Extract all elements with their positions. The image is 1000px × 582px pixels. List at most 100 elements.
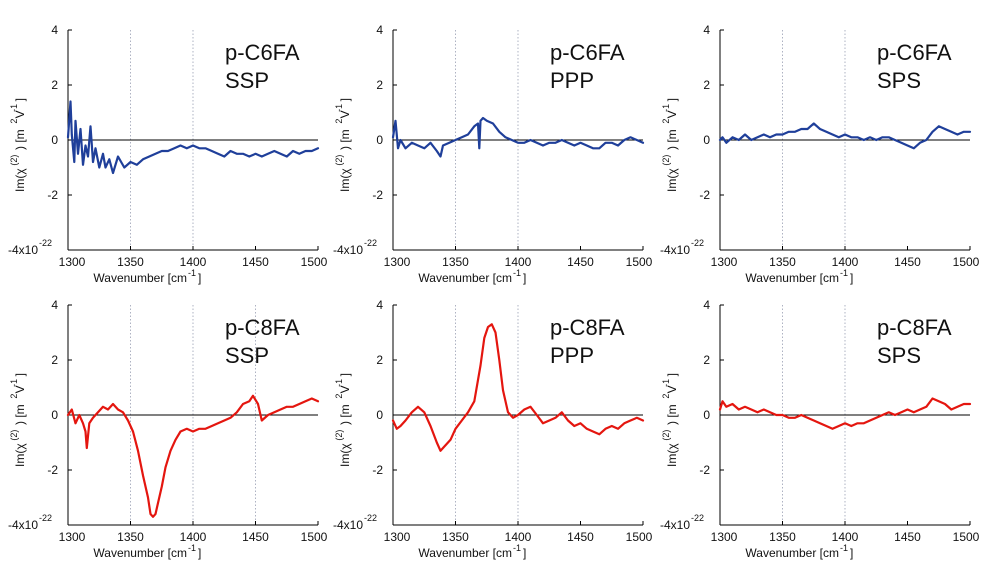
y-axis-label-unit-end: ] [665, 373, 679, 376]
y-axis-label-unit-v: V [13, 110, 27, 118]
y-axis-label: Im(χ (2)) [m 2V-1] [334, 373, 352, 467]
series-line [66, 394, 320, 518]
y-axis-label: Im(χ (2)) [m 2V-1] [661, 373, 679, 467]
series-line [718, 122, 972, 150]
y-tick-label: 0 [703, 133, 710, 147]
chart-panel-1: 1300 1350 1400 1450 1500 4 2 0 -2 -4x10 -22 Wavenum… [8, 23, 328, 285]
x-tick-label: 1450 [894, 530, 921, 544]
x-tick-label: 1450 [567, 255, 594, 269]
y-tick-label: -4x10 [660, 518, 690, 532]
y-tick-label: 4 [703, 298, 710, 312]
y-axis-label-sup: (2) [9, 430, 19, 441]
x-tick-label: 1300 [711, 530, 738, 544]
y-axis-label-unit: ) [m [13, 129, 27, 150]
x-tick-label: 1400 [180, 255, 207, 269]
y-exponent: -22 [364, 513, 377, 523]
x-axis-label-sup: -1 [188, 268, 196, 278]
x-tick-label: 1500 [626, 255, 653, 269]
x-axis-label-close: ] [850, 546, 853, 560]
y-exponent: -22 [691, 513, 704, 523]
x-tick-label: 1350 [769, 530, 796, 544]
x-tick-label: 1300 [384, 255, 411, 269]
y-axis-label-unit-end: ] [13, 98, 27, 101]
y-tick-label: 0 [376, 133, 383, 147]
y-tick-label: -4x10 [333, 518, 363, 532]
y-tick-label: -4x10 [660, 243, 690, 257]
x-axis-label-sup: -1 [513, 268, 521, 278]
series-line [391, 323, 645, 452]
y-axis-label-unit-sup: 2 [334, 119, 344, 124]
x-tick-label: 1500 [301, 255, 328, 269]
series-line [391, 116, 645, 158]
y-tick-label: 4 [703, 23, 710, 37]
y-tick-label: 2 [376, 353, 383, 367]
x-tick-label: 1400 [832, 530, 859, 544]
y-axis-label-sup: (2) [661, 430, 671, 441]
chart-panel-6: 1300 1350 1400 1450 1500 4 2 0 -2 -4x10 -22 Wavenum… [660, 298, 980, 560]
chart-panel-4: 1300 1350 1400 1450 1500 4 2 0 -2 -4x10 -22 Wavenum… [8, 298, 328, 560]
y-tick-label: -2 [372, 188, 383, 202]
y-axis-label: Im(χ (2)) [m 2V-1] [9, 373, 27, 467]
y-axis-label-unit-sup: 2 [9, 394, 19, 399]
x-axis-label: Wavenumber [cm [745, 546, 839, 560]
x-axis-label-close: ] [198, 271, 201, 285]
y-axis-label-sup: (2) [334, 430, 344, 441]
x-axis-label: Wavenumber [cm [93, 546, 187, 560]
x-tick-label: 1300 [711, 255, 738, 269]
x-tick-label: 1500 [953, 255, 980, 269]
x-axis-label: Wavenumber [cm [418, 546, 512, 560]
x-tick-label: 1450 [242, 530, 269, 544]
y-axis-label: Im(χ (2)) [m 2V-1] [334, 98, 352, 192]
panel-title-line: SSP [225, 68, 269, 93]
y-axis-label-main: Im(χ [338, 443, 352, 467]
y-axis-label-unit-sup2: -1 [9, 104, 19, 112]
y-axis-label-unit: ) [m [665, 129, 679, 150]
x-tick-label: 1350 [769, 255, 796, 269]
panel-title-line: p-C8FA [877, 315, 952, 340]
y-tick-label: -4x10 [8, 518, 38, 532]
y-tick-label: 4 [376, 298, 383, 312]
y-axis-label-main: Im(χ [665, 443, 679, 467]
y-axis-label-unit-sup: 2 [661, 119, 671, 124]
y-tick-label: 4 [376, 23, 383, 37]
y-axis-label: Im(χ (2)) [m 2V-1] [9, 98, 27, 192]
y-tick-label: -2 [47, 188, 58, 202]
y-axis-label-sup: (2) [334, 155, 344, 166]
y-axis-label-unit-sup2: -1 [9, 379, 19, 387]
x-tick-label: 1300 [59, 530, 86, 544]
y-axis-label-unit: ) [m [338, 404, 352, 425]
y-tick-label: 2 [376, 78, 383, 92]
x-tick-label: 1350 [117, 255, 144, 269]
y-axis-label-unit-sup2: -1 [334, 104, 344, 112]
x-tick-label: 1400 [832, 255, 859, 269]
x-axis-label-close: ] [523, 546, 526, 560]
y-axis-label-unit-sup: 2 [334, 394, 344, 399]
y-tick-label: 2 [703, 78, 710, 92]
x-tick-label: 1300 [59, 255, 86, 269]
x-tick-label: 1500 [301, 530, 328, 544]
y-axis-label-unit: ) [m [13, 404, 27, 425]
chart-panel-5: 1300 1350 1400 1450 1500 4 2 0 -2 -4x10 -22 Wavenum… [333, 298, 653, 560]
y-exponent: -22 [39, 513, 52, 523]
x-tick-label: 1300 [384, 530, 411, 544]
y-axis-label: Im(χ (2)) [m 2V-1] [661, 98, 679, 192]
x-tick-label: 1350 [442, 530, 469, 544]
y-axis-label-unit-end: ] [338, 373, 352, 376]
chart-panel-3: 1300 1350 1400 1450 1500 4 2 0 -2 -4x10 -22 Wavenum… [660, 23, 980, 285]
x-axis-label: Wavenumber [cm [93, 271, 187, 285]
panel-title-line: p-C8FA [550, 315, 625, 340]
y-axis-label-unit-sup: 2 [9, 119, 19, 124]
y-axis-label-unit-end: ] [665, 98, 679, 101]
y-tick-label: -2 [699, 463, 710, 477]
x-tick-label: 1400 [180, 530, 207, 544]
y-tick-label: 4 [51, 298, 58, 312]
series-line [66, 100, 320, 175]
x-tick-label: 1500 [626, 530, 653, 544]
x-tick-label: 1500 [953, 530, 980, 544]
y-tick-label: -4x10 [333, 243, 363, 257]
panel-title-line: p-C6FA [877, 40, 952, 65]
y-axis-label-unit-v: V [13, 385, 27, 393]
panel-title-line: p-C8FA [225, 315, 300, 340]
panel-title-line: p-C6FA [550, 40, 625, 65]
y-axis-label-main: Im(χ [13, 168, 27, 192]
